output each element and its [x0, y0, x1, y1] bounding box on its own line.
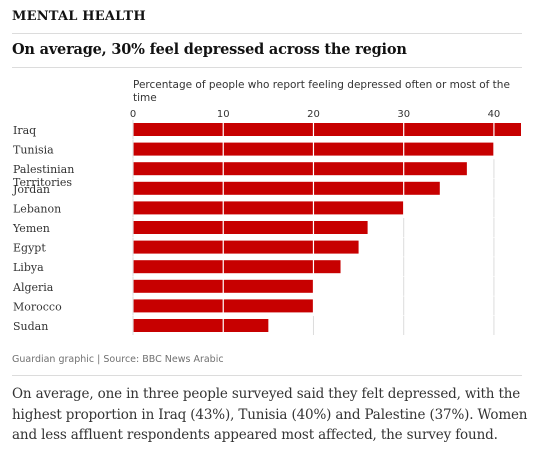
- category-label: Egypt: [13, 242, 46, 255]
- section-kicker: MENTAL HEALTH: [12, 9, 146, 24]
- axis-label: time: [133, 92, 157, 104]
- source-note: Guardian graphic | Source: BBC News Arab…: [12, 354, 224, 365]
- bar: [133, 221, 368, 234]
- category-label: Morocco: [13, 300, 62, 313]
- chart-headline: On average, 30% feel depressed across th…: [12, 41, 407, 58]
- category-label: Libya: [13, 261, 44, 274]
- headline-divider: [12, 67, 522, 68]
- bar: [133, 162, 467, 176]
- axis-label: Percentage of people who report feeling …: [133, 79, 510, 91]
- bar: [133, 201, 404, 215]
- footer-divider: [12, 375, 522, 376]
- category-label: Iraq: [13, 124, 36, 137]
- top-divider: [12, 33, 522, 34]
- category-label: Sudan: [13, 320, 48, 333]
- bar-chart: Percentage of people who report feeling …: [12, 79, 521, 335]
- x-tick-label: 0: [130, 109, 136, 120]
- category-label: Lebanon: [13, 202, 61, 215]
- article-caption: On average, one in three people surveyed…: [12, 386, 528, 443]
- category-label: Algeria: [12, 281, 54, 294]
- bar: [133, 260, 341, 274]
- bar: [133, 123, 521, 136]
- category-label: Tunisia: [13, 144, 54, 157]
- bar: [133, 181, 440, 195]
- bar: [133, 319, 269, 332]
- x-tick-label: 20: [307, 109, 320, 120]
- x-tick-label: 30: [397, 109, 410, 120]
- category-label: Jordan: [12, 183, 50, 196]
- category-label: Yemen: [12, 222, 50, 235]
- category-label: Palestinian: [13, 163, 74, 176]
- x-tick-label: 10: [217, 109, 230, 120]
- category-label: Territories: [13, 176, 72, 189]
- bar: [133, 240, 359, 254]
- x-tick-label: 40: [488, 109, 501, 120]
